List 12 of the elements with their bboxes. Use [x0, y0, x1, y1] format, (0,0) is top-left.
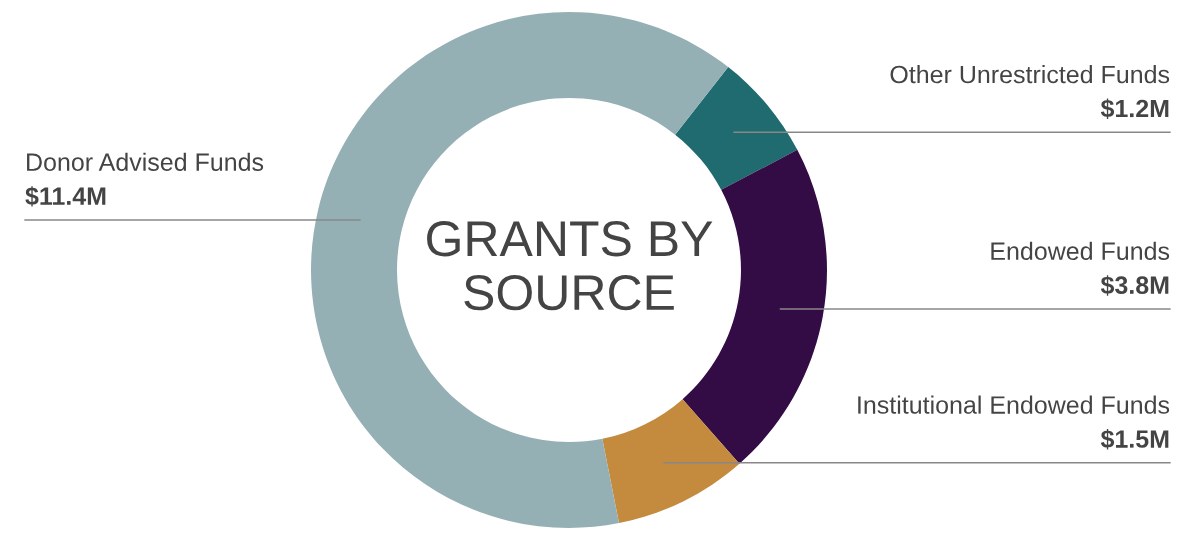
data-label: $3.8M [1100, 275, 1169, 296]
donut-slice [311, 12, 729, 528]
slice-label: Donor Advised Funds [27, 152, 264, 171]
donut-slice [675, 66, 798, 190]
data-label: $1.5M [1100, 429, 1169, 450]
slice-label: Endowed Funds [991, 241, 1170, 261]
data-label: $1.2M [1100, 98, 1169, 119]
slice-label: Other Unrestricted Funds [890, 64, 1170, 84]
data-label: $11.4M [25, 186, 106, 207]
donut-slice [602, 399, 740, 524]
slice-label: Institutional Endowed Funds [858, 395, 1170, 414]
text: GRANTS BY SOURCE [427, 221, 713, 311]
